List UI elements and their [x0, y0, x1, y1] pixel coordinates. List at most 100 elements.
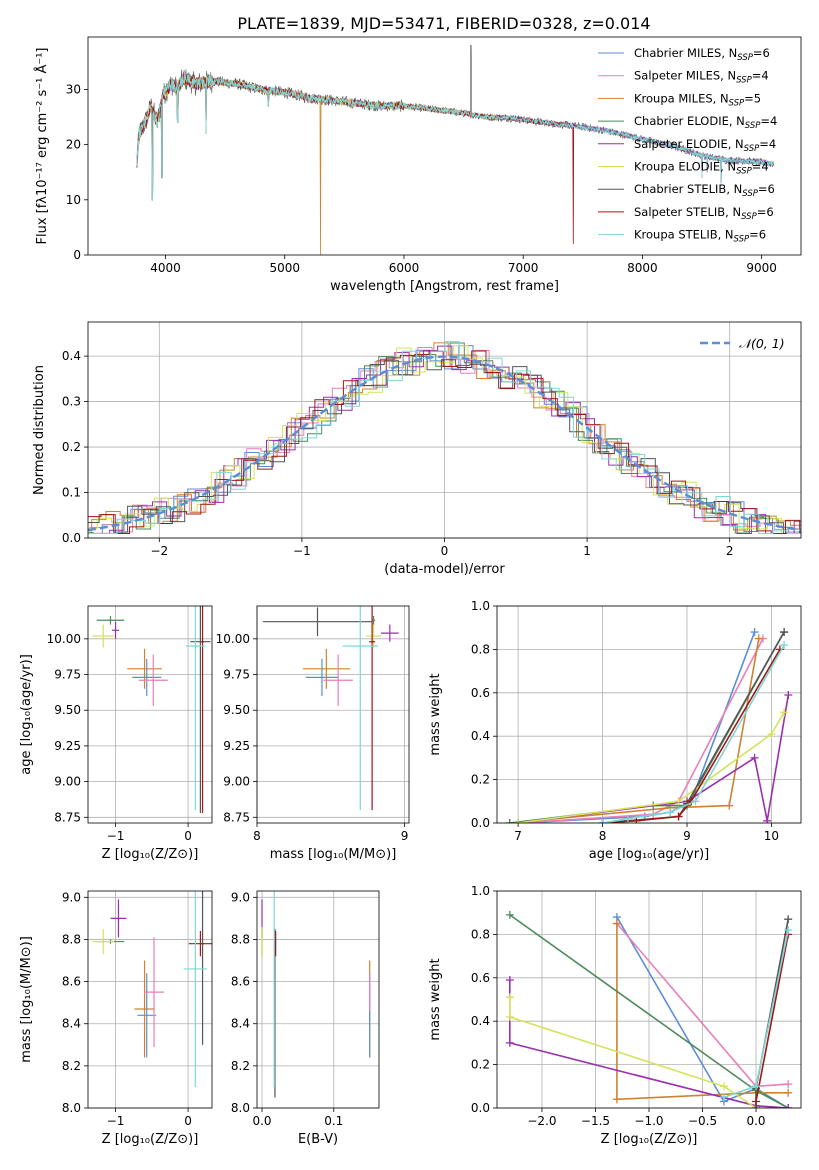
- y-tick-label: 0.4: [471, 1014, 490, 1028]
- errorbar-point: [302, 648, 350, 689]
- errorbar-point: [201, 606, 205, 814]
- y-tick-label: 30: [66, 82, 81, 96]
- x-tick-label: 7: [514, 829, 522, 843]
- legend-entry: Salpeter MILES, NSSP=4: [634, 69, 769, 86]
- y-tick-label: 8.0: [62, 1101, 81, 1115]
- y-tick-label: 1.0: [471, 599, 490, 613]
- y-tick-label: 9.50: [54, 703, 81, 717]
- errorbar-point: [143, 937, 165, 1047]
- normal-curve: [88, 355, 801, 532]
- weight-marker: [514, 819, 523, 823]
- weight-marker: [780, 641, 789, 650]
- y-tick-label: 0: [73, 248, 81, 262]
- y-tick-label: 0.6: [471, 971, 490, 985]
- x-tick-label: 4000: [150, 261, 181, 275]
- x-tick-label: 1: [583, 544, 591, 558]
- x-axis-label: Z [log₁₀(Z/Z⊙)]: [601, 1132, 698, 1147]
- errorbar-point: [380, 624, 399, 642]
- x-tick-label: −2.0: [527, 1114, 556, 1128]
- weight-line-0: [616, 916, 789, 1108]
- y-tick-label: 8.4: [62, 1017, 81, 1031]
- errorbar-point: [110, 899, 127, 938]
- weight-marker: [784, 915, 793, 924]
- y-axis-label: Flux [fλ10⁻¹⁷ erg cm⁻² s⁻¹ Å⁻¹]: [34, 48, 50, 245]
- y-tick-label: 0.0: [62, 531, 81, 545]
- y-tick-label: 9.00: [223, 775, 250, 789]
- y-tick-label: 8.8: [231, 932, 250, 946]
- y-axis-label: mass weight: [428, 958, 443, 1040]
- y-axis-label: mass weight: [428, 673, 443, 755]
- panel-spectrum: 4000 5000 6000 7000 8000 9000 0 10 20 30 wavelengt…: [34, 36, 802, 294]
- errorbar-point: [137, 973, 157, 1058]
- weight-marker: [612, 1095, 621, 1104]
- y-tick-label: 20: [66, 138, 81, 152]
- weight-marker: [784, 926, 793, 935]
- weight-marker: [505, 1012, 514, 1021]
- y-tick-label: 8.75: [223, 810, 250, 824]
- y-tick-label: 0.4: [62, 349, 81, 363]
- y-tick-label: 0.8: [471, 642, 490, 656]
- y-axis-label: Normed distribution: [32, 365, 47, 495]
- x-axis-label: E(B-V): [298, 1132, 338, 1147]
- weight-line-5: [517, 711, 785, 823]
- axes-frame: [87, 321, 802, 539]
- x-axis-label: mass [log₁₀(M/M⊙)]: [270, 847, 397, 862]
- weight-marker: [719, 1082, 728, 1091]
- errorbar-point: [111, 621, 120, 639]
- errorbar-point: [96, 615, 125, 625]
- weight-marker: [674, 797, 683, 806]
- plot-area: [92, 606, 211, 814]
- axes-frame: [256, 890, 380, 1109]
- weight-marker: [505, 1038, 514, 1047]
- x-tick-label: −1: [293, 544, 311, 558]
- plot-area: [92, 891, 212, 1087]
- weight-marker: [763, 816, 772, 823]
- errorbar-point: [183, 891, 207, 1087]
- y-tick-label: 0.0: [471, 1101, 490, 1115]
- y-tick-label: 10.00: [47, 632, 81, 646]
- plot-area: [88, 341, 801, 534]
- plot-area: [262, 606, 399, 811]
- y-axis-label: age [log₁₀(age/yr)]: [19, 654, 34, 775]
- x-tick-label: 8: [599, 829, 607, 843]
- axes-frame: [87, 890, 213, 1109]
- legend-entry: 𝒩(0, 1): [739, 336, 785, 351]
- axes-frame: [496, 890, 802, 1109]
- legend-entry: Salpeter STELIB, NSSP=6: [634, 205, 774, 222]
- y-tick-label: 0.4: [471, 729, 490, 743]
- errorbar-point: [127, 648, 162, 689]
- weight-marker: [666, 808, 675, 817]
- x-tick-label: 8: [253, 829, 261, 843]
- errorbar-point: [92, 624, 115, 648]
- y-tick-label: 8.0: [231, 1101, 250, 1115]
- y-tick-label: 9.75: [223, 668, 250, 682]
- axes-frame: [256, 605, 410, 824]
- histogram-3: [88, 342, 801, 534]
- weight-marker: [505, 819, 514, 823]
- histogram-7: [88, 350, 801, 534]
- weight-marker: [780, 628, 789, 637]
- errorbar-point: [323, 654, 353, 706]
- y-tick-label: 0.3: [62, 395, 81, 409]
- weight-line-7: [755, 934, 789, 1102]
- weight-marker: [623, 814, 632, 823]
- y-tick-label: 9.00: [54, 775, 81, 789]
- y-tick-label: 8.8: [62, 932, 81, 946]
- histogram-2: [88, 342, 801, 534]
- histogram-8: [88, 341, 801, 534]
- y-tick-label: 0.1: [62, 486, 81, 500]
- x-tick-label: 9: [683, 829, 691, 843]
- histogram-1: [88, 347, 801, 534]
- axes-frame: [87, 605, 213, 824]
- y-tick-label: 0.0: [471, 816, 490, 830]
- x-tick-label: 0: [441, 544, 449, 558]
- errorbar-point: [369, 606, 376, 811]
- weight-marker: [750, 753, 759, 762]
- panel-age-vs-mass: 8 9 8.75 9.00 9.25 9.50 9.75 10.00 mass [log₁₀(M…: [216, 605, 410, 862]
- panel-mass-vs-Z: −1 0 8.0 8.2 8.4 8.6 8.8 9.0 Z [log₁₀(Z/Z⊙)] mass…: [19, 890, 213, 1147]
- weight-marker: [752, 1097, 761, 1106]
- x-tick-label: 0: [184, 829, 192, 843]
- errorbar-point: [190, 606, 211, 814]
